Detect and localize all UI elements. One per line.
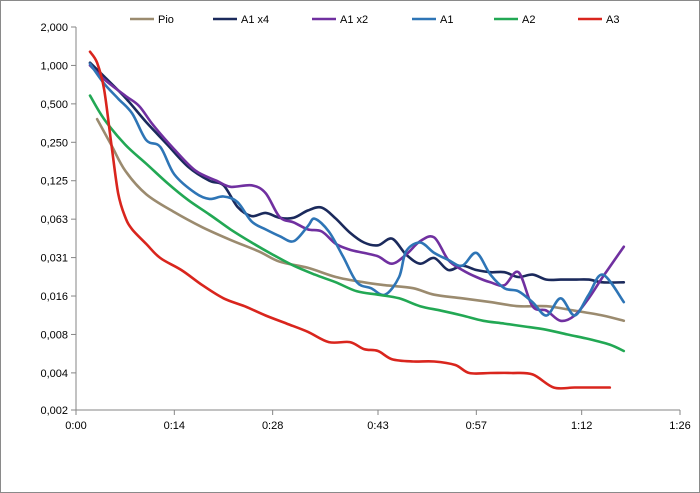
x-tick-label: 0:14 [164, 420, 185, 432]
x-tick-label: 0:43 [367, 420, 388, 432]
y-tick-label: 0,063 [40, 214, 68, 226]
series-line-a2 [88, 94, 626, 353]
y-tick-label: 2,000 [40, 22, 68, 34]
y-tick-label: 0,008 [40, 329, 68, 341]
legend-label-a3: A3 [606, 14, 619, 26]
y-tick-label: 0,250 [40, 137, 68, 149]
y-tick-label: 0,125 [40, 176, 68, 188]
x-tick-label: 1:26 [669, 420, 690, 432]
y-tick-label: 0,002 [40, 405, 68, 417]
x-tick-label: 1:12 [571, 420, 592, 432]
series-line-a1-x4 [88, 61, 626, 284]
y-tick-label: 0,016 [40, 291, 68, 303]
y-tick-label: 0,500 [40, 99, 68, 111]
series-line-a1-x2 [88, 64, 626, 323]
x-tick-label: 0:57 [466, 420, 487, 432]
legend-label-pio: Pio [158, 14, 174, 26]
legend-label-a2: A2 [522, 14, 535, 26]
legend-label-a1-x2: A1 x2 [340, 14, 368, 26]
legend-label-a1: A1 [440, 14, 453, 26]
y-tick-label: 0,004 [40, 368, 68, 380]
series-line-a3 [88, 50, 612, 390]
series-line-a1 [88, 62, 626, 317]
y-tick-label: 0,031 [40, 253, 68, 265]
x-tick-label: 0:28 [262, 420, 283, 432]
y-tick-label: 1,000 [40, 60, 68, 72]
series-line-pio [95, 117, 626, 323]
legend-label-a1-x4: A1 x4 [241, 14, 269, 26]
x-tick-label: 0:00 [65, 420, 86, 432]
